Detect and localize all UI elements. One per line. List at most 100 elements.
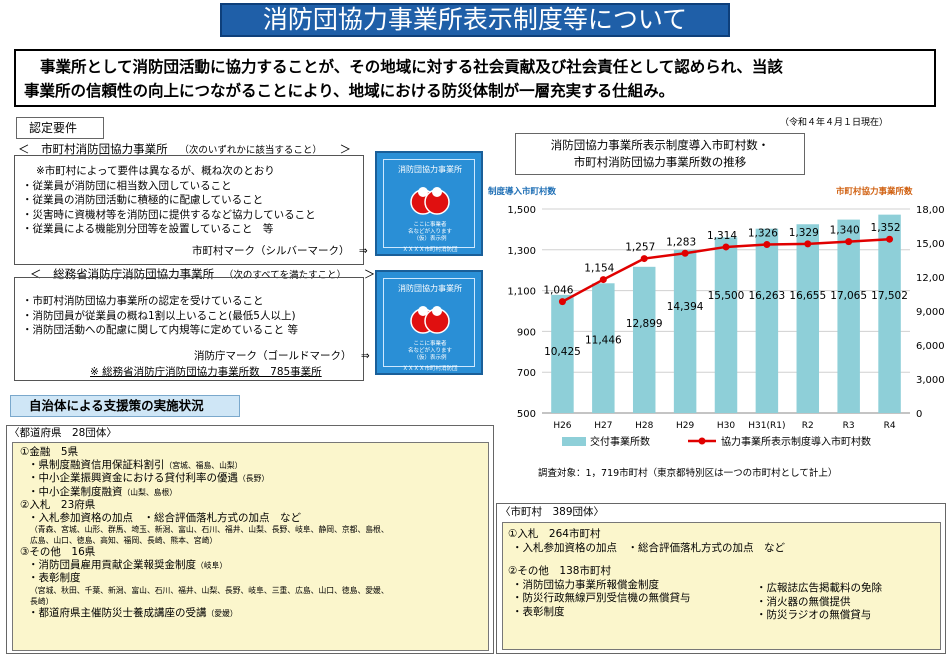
municipal-note: ※市町村によって要件は異なるが、概ね次のとおり [36, 165, 275, 177]
line-point [681, 249, 689, 257]
survey-note: 調査対象：1，719市町村（東京都特別区は一つの市町村として計上） [538, 468, 838, 479]
x-tick-label: H31(R1) [748, 421, 785, 431]
list-item: ・消火器の無償提供 [756, 595, 851, 608]
y-tick-right: 0 [916, 409, 922, 420]
badge-frame: 消防団協力事業所 ここに事業者 名などが入ります （仮）表示例 ＸＸＸＸ市町村消… [383, 159, 475, 253]
list-item: ・広報誌広告掲載料の免除 [756, 582, 882, 594]
municipal-mark-label: 市町村マーク（シルバーマーク） ⇒ [192, 244, 368, 259]
list-item: ・消防団員が従業員の概ね1割以上いること(最低5人以上) [22, 309, 296, 322]
bar [673, 249, 697, 413]
fdma-mark-text: 消防庁マーク（ゴールドマーク） [194, 350, 352, 362]
legend-label-bar: 交付事業所数 [590, 435, 650, 448]
y-tick-left: 700 [517, 368, 536, 379]
y-tick-left: 1,300 [507, 246, 536, 257]
municipality-label: 〈市町村 389団体〉 [500, 506, 605, 518]
bar-label: 10,425 [544, 346, 581, 358]
chart-title-line: 市町村消防団協力事業所数の推移 [573, 155, 747, 169]
requirements-tag: 認定要件 [16, 117, 104, 139]
line-label: 1,046 [543, 285, 573, 297]
municipality-content: ①入札 264市町村 ・入札参加資格の加点 ・総合評価落札方式の加点 など ②そ… [508, 528, 785, 619]
bar [551, 294, 574, 413]
list-item: ・防災行政無線戸別受信機の無償貸与 [512, 592, 691, 604]
y-axis-right-label: 市町村協力事業所数 [836, 187, 913, 197]
list-item-note: （宮城、福島、山梨） [164, 460, 243, 470]
chart-svg: 1,500 1,300 1,100 900 700 500 18,000 15,000 12,0… [507, 205, 945, 448]
line-label: 1,352 [871, 222, 901, 234]
bar [592, 283, 615, 413]
bidding-title: ②入札 23府県 [20, 499, 96, 511]
line-label: 1,283 [666, 236, 696, 248]
y-tick-right: 15,000 [916, 239, 945, 250]
badge-title: 消防団協力事業所 [398, 284, 462, 293]
chart-title: 消防団協力事業所表示制度導入市町村数・ 市町村消防団協力事業所数の推移 [515, 133, 805, 175]
list-item: ・消防団協力事業所報償金制度 [512, 578, 659, 591]
legend-swatch-bar [562, 437, 586, 446]
list-item: ・中小企業振興資金における貸付利率の優遇 [28, 472, 238, 484]
bar-label: 15,500 [708, 290, 745, 302]
list-item: ・従業員の消防団活動に積極的に配慮していること [22, 194, 264, 206]
prefecture-content: ①金融 5県 ・県制度融資信用保証料割引（宮城、福島、山梨） ・中小企業振興資金… [20, 446, 389, 620]
list-item: ・市町村消防団協力事業所の認定を受けていること [22, 295, 264, 307]
y-tick-left: 900 [517, 327, 536, 338]
list-item-note: （愛媛） [206, 608, 238, 618]
list-item: ・県制度融資信用保証料割引 [28, 458, 165, 471]
y-tick-right: 12,000 [916, 273, 945, 284]
badge-title: 消防団協力事業所 [398, 165, 462, 174]
municipal-requirements-box [14, 155, 364, 265]
x-tick-label: R2 [802, 421, 814, 431]
page-title: 消防団協力事業所表示制度等について [220, 3, 730, 37]
bracket-open: ＜ [18, 142, 30, 156]
prefecture-outer-box [6, 425, 494, 654]
badge-caption-line: 名などが入ります [407, 229, 452, 235]
list-item: ・従業員が消防団に相当数入団していること [22, 179, 232, 192]
line-point [599, 276, 607, 284]
municipality-inner-box [502, 522, 941, 650]
prefecture-inner-box [12, 442, 489, 651]
list-item-note: （山梨、島根） [122, 487, 178, 497]
y-tick-right: 3,000 [916, 375, 945, 386]
line-label: 1,257 [625, 242, 655, 254]
fdma-requirements-box [14, 277, 364, 381]
arrow-icon: ⇒ [360, 350, 370, 362]
y-tick-right: 18,000 [916, 205, 945, 216]
list-item: ・消防団員雇用貢献企業報奨金制度 [28, 558, 196, 571]
bar [796, 224, 820, 413]
bar-label: 17,065 [830, 290, 867, 302]
silver-mark-badge: 消防団協力事業所 ここに事業者 名などが入ります （仮）表示例 ＸＸＸＸ市町村消… [375, 151, 483, 256]
list-item-note: （長野） [238, 474, 270, 483]
x-tick-label: R3 [843, 421, 855, 431]
muni-bidding-title: ①入札 264市町村 [508, 528, 601, 540]
finance-title: ①金融 5県 [20, 446, 79, 458]
badge-frame: 消防団協力事業所 ここに事業者 名などが入ります （仮）表示例 ＸＸＸＸ市町村消… [383, 278, 475, 372]
line-point [845, 238, 853, 246]
list-item: ・入札参加資格の加点 ・総合評価落札方式の加点 など [512, 541, 785, 554]
bracket-close: ＞ [339, 142, 351, 156]
line-label: 1,326 [748, 227, 778, 239]
x-tick-label: H30 [717, 421, 735, 431]
line-point [804, 240, 812, 248]
muni-other-title: ②その他 138市町村 [508, 565, 611, 577]
municipal-requirements-list: ※市町村によって要件は異なるが、概ね次のとおり ・従業員が消防団に相当数入団して… [22, 164, 316, 237]
bar [837, 219, 860, 413]
x-tick-label: H28 [635, 421, 653, 431]
list-item: ・表彰制度 [28, 572, 81, 584]
intro-line-2: 事業所の信頼性の向上につながることにより、地域における防災体制が一層充実する仕組… [24, 82, 675, 100]
list-item: ・防災ラジオの無償貸与 [756, 609, 872, 621]
bar-label: 14,394 [667, 301, 704, 313]
x-tick-label: R4 [884, 421, 896, 431]
list-item-note: （岐阜） [196, 560, 228, 570]
y-tick-left: 1,100 [507, 287, 536, 298]
list-item-note: 長崎） [30, 596, 54, 606]
bar-label: 17,502 [871, 290, 908, 302]
badge-caption-line: （仮）表示例 [413, 236, 447, 242]
list-item-note: （青森、宮城、山形、群馬、埼玉、新潟、富山、石川、福井、山梨、長野、岐阜、静岡、… [30, 525, 389, 534]
other-title: ③その他 16県 [20, 546, 96, 558]
bar-label: 12,899 [626, 318, 663, 330]
bracket-close: ＞ [363, 267, 376, 281]
line-point [722, 243, 730, 251]
prefecture-label: 〈都道府県 28団体〉 [9, 427, 117, 439]
fdma-requirements-list: ・市町村消防団協力事業所の認定を受けていること ・消防団員が従業員の概ね1割以上… [22, 294, 298, 338]
badge-caption: ここに事業者 名などが入ります （仮）表示例 ＸＸＸＸ市町村消防団 [384, 341, 476, 373]
bar-label: 16,655 [789, 290, 826, 302]
line-point [558, 298, 566, 306]
